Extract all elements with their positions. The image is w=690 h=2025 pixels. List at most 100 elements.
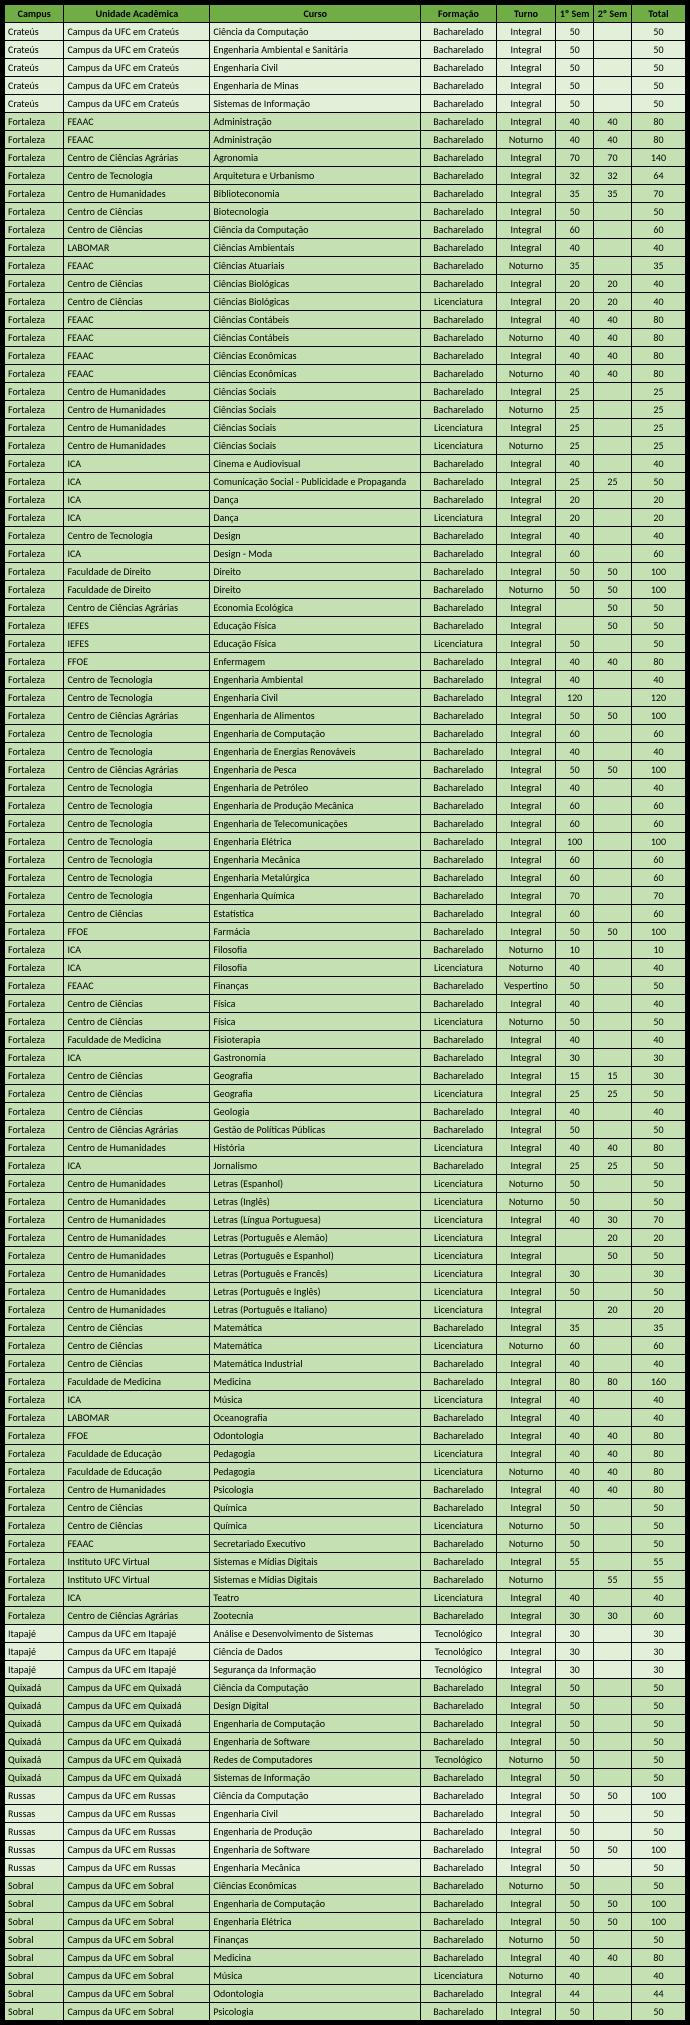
table-cell: 70	[631, 887, 685, 905]
table-cell: Centro de Humanidades	[64, 419, 210, 437]
table-row: QuixadáCampus da UFC em QuixadáDesign Di…	[5, 1697, 686, 1715]
table-cell: 60	[556, 797, 594, 815]
table-cell: 60	[631, 815, 685, 833]
table-cell: Bacharelado	[421, 1571, 497, 1589]
table-cell: 80	[631, 131, 685, 149]
table-cell: Sistemas de Informação	[210, 1769, 421, 1787]
table-cell: Fortaleza	[5, 131, 64, 149]
table-cell: 50	[556, 563, 594, 581]
table-cell: 100	[631, 1841, 685, 1859]
table-cell: Sobral	[5, 1985, 64, 2003]
table-cell: Bacharelado	[421, 1895, 497, 1913]
table-cell: Fortaleza	[5, 689, 64, 707]
table-cell: Fortaleza	[5, 1607, 64, 1625]
table-cell: FEAAC	[64, 257, 210, 275]
table-cell: 50	[556, 1805, 594, 1823]
table-cell: Licenciatura	[421, 1247, 497, 1265]
table-cell: Ciência da Computação	[210, 23, 421, 41]
table-cell: 100	[631, 1913, 685, 1931]
table-cell: Fortaleza	[5, 329, 64, 347]
table-cell: Integral	[496, 221, 555, 239]
table-cell: 50	[631, 1499, 685, 1517]
table-row: SobralCampus da UFC em SobralEngenharia …	[5, 1895, 686, 1913]
table-cell: 50	[556, 635, 594, 653]
table-cell: 50	[631, 1859, 685, 1877]
table-row: FortalezaFEAACCiências AtuariaisBacharel…	[5, 257, 686, 275]
table-cell: Integral	[496, 1355, 555, 1373]
table-cell: 32	[594, 167, 632, 185]
table-cell: Integral	[496, 1301, 555, 1319]
table-cell: Noturno	[496, 437, 555, 455]
table-cell: Campus da UFC em Quixadá	[64, 1751, 210, 1769]
table-cell: Bacharelado	[421, 545, 497, 563]
table-cell: Fortaleza	[5, 599, 64, 617]
table-row: FortalezaCentro de CiênciasCiências Biol…	[5, 293, 686, 311]
table-row: FortalezaFaculdade de EducaçãoPedagogiaL…	[5, 1463, 686, 1481]
table-cell: 50	[631, 59, 685, 77]
table-cell: Integral	[496, 347, 555, 365]
table-cell: Integral	[496, 1319, 555, 1337]
table-cell: 80	[631, 653, 685, 671]
table-cell: 50	[556, 1877, 594, 1895]
table-cell: 50	[556, 1499, 594, 1517]
table-cell: Centro de Humanidades	[64, 1481, 210, 1499]
table-cell: 40	[594, 653, 632, 671]
table-cell: Integral	[496, 1553, 555, 1571]
table-cell: 25	[556, 1157, 594, 1175]
table-cell: 60	[556, 725, 594, 743]
table-cell: 40	[631, 1031, 685, 1049]
table-row: SobralCampus da UFC em SobralMedicinaBac…	[5, 1949, 686, 1967]
table-cell: 20	[631, 509, 685, 527]
table-cell: Design - Moda	[210, 545, 421, 563]
table-cell: Integral	[496, 545, 555, 563]
table-cell: FEAAC	[64, 365, 210, 383]
table-cell: Bacharelado	[421, 23, 497, 41]
table-cell: Comunicação Social - Publicidade e Propa…	[210, 473, 421, 491]
table-row: FortalezaCentro de Ciências AgráriasGest…	[5, 1121, 686, 1139]
table-cell: Ciência da Computação	[210, 221, 421, 239]
table-cell: Integral	[496, 1229, 555, 1247]
table-cell: FEAAC	[64, 977, 210, 995]
table-cell: Sobral	[5, 1931, 64, 1949]
table-row: FortalezaCentro de CiênciasGeologiaBacha…	[5, 1103, 686, 1121]
table-cell	[594, 1031, 632, 1049]
table-cell	[594, 527, 632, 545]
table-row: FortalezaCentro de TecnologiaArquitetura…	[5, 167, 686, 185]
table-cell: Centro de Humanidades	[64, 1175, 210, 1193]
table-cell: Itapajé	[5, 1625, 64, 1643]
table-cell: Fortaleza	[5, 365, 64, 383]
table-cell	[594, 1733, 632, 1751]
table-cell: Licenciatura	[421, 959, 497, 977]
table-cell: Licenciatura	[421, 1283, 497, 1301]
table-cell: 20	[631, 491, 685, 509]
table-cell: Ciências Biológicas	[210, 275, 421, 293]
table-cell: Campus da UFC em Sobral	[64, 1913, 210, 1931]
table-cell: Engenharia de Alimentos	[210, 707, 421, 725]
table-cell: 70	[631, 1211, 685, 1229]
table-cell: Engenharia Civil	[210, 689, 421, 707]
table-cell: Fortaleza	[5, 491, 64, 509]
table-cell: Letras (Português e Alemão)	[210, 1229, 421, 1247]
table-cell: 50	[631, 1877, 685, 1895]
table-cell: 140	[631, 149, 685, 167]
table-cell: Bacharelado	[421, 401, 497, 419]
table-row: QuixadáCampus da UFC em QuixadáEngenhari…	[5, 1733, 686, 1751]
table-cell	[594, 1643, 632, 1661]
table-cell: Fortaleza	[5, 1193, 64, 1211]
table-cell: Campus da UFC em Quixadá	[64, 1679, 210, 1697]
table-cell: 40	[556, 131, 594, 149]
table-cell: 50	[556, 95, 594, 113]
table-cell: 60	[631, 1337, 685, 1355]
col-header: 1º Sem	[556, 5, 594, 23]
table-cell: Fortaleza	[5, 1175, 64, 1193]
table-cell: Fortaleza	[5, 1481, 64, 1499]
table-cell: Integral	[496, 1157, 555, 1175]
table-cell: 100	[631, 1895, 685, 1913]
table-row: FortalezaFEAACSecretariado ExecutivoBach…	[5, 1535, 686, 1553]
table-cell: Fortaleza	[5, 1013, 64, 1031]
table-cell: 50	[631, 203, 685, 221]
table-cell: Centro de Tecnologia	[64, 689, 210, 707]
table-cell: Engenharia Mecânica	[210, 1859, 421, 1877]
table-cell: Integral	[496, 1607, 555, 1625]
table-cell: 50	[556, 1733, 594, 1751]
